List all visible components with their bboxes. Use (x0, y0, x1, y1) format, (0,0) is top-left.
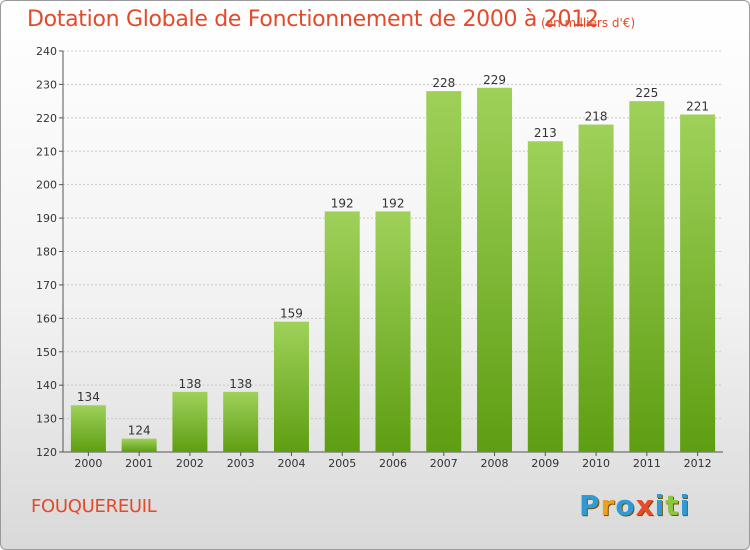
data-label: 138 (178, 377, 201, 391)
x-tick-label: 2004 (277, 457, 305, 470)
y-tick-label: 200 (36, 179, 57, 192)
logo-letter: t (665, 489, 680, 522)
data-label: 138 (229, 377, 252, 391)
logo-letter: o (615, 489, 636, 522)
data-label: 134 (77, 390, 100, 404)
y-tick-label: 140 (36, 379, 57, 392)
y-tick-label: 240 (36, 45, 57, 58)
x-tick-label: 2003 (227, 457, 255, 470)
y-tick-label: 190 (36, 212, 57, 225)
x-tick-label: 2006 (379, 457, 407, 470)
x-tick-label: 2010 (582, 457, 610, 470)
logo-letter: P (579, 489, 601, 522)
bar-chart: 120 130 140 150 160 170 180 190 200 210 220 230 240 2… (36, 45, 723, 470)
y-tick-label: 170 (36, 279, 57, 292)
x-tick-label: 2008 (481, 457, 509, 470)
data-label: 159 (280, 307, 303, 321)
bar (629, 101, 665, 452)
logo-letter: i (679, 489, 691, 522)
unit-note: (en milliers d'€) (541, 16, 636, 30)
chart-title: Dotation Globale de Fonctionnement de 20… (27, 7, 599, 32)
x-tick-label: 2012 (684, 457, 712, 470)
bar (223, 391, 259, 452)
x-tick-label: 2011 (633, 457, 661, 470)
data-label: 192 (331, 196, 354, 210)
data-label: 228 (432, 76, 455, 90)
data-label: 192 (382, 196, 405, 210)
bar (324, 211, 360, 452)
bar (375, 211, 411, 452)
bar (426, 91, 462, 452)
bar (578, 124, 614, 453)
data-label: 229 (483, 73, 506, 87)
y-tick-label: 210 (36, 145, 57, 158)
x-tick-label: 2001 (125, 457, 153, 470)
y-tick-label: 120 (36, 446, 57, 459)
logo-letter: i (654, 489, 666, 522)
bar (680, 114, 716, 452)
bars (70, 87, 716, 453)
data-labels: 134 124 138 138 159 192 192 228 229 213 218 225 221 (77, 73, 709, 438)
bar (477, 87, 513, 452)
x-tick-label: 2002 (176, 457, 204, 470)
bar (121, 438, 157, 452)
y-tick-label: 160 (36, 312, 57, 325)
data-label: 225 (635, 86, 658, 100)
logo-letter: r (600, 489, 616, 522)
x-tick-label: 2009 (531, 457, 559, 470)
logo-letter: x (635, 489, 655, 522)
proxiti-logo: Proxiti (579, 489, 690, 522)
data-label: 213 (534, 126, 557, 140)
y-tick-label: 220 (36, 112, 57, 125)
y-tick-label: 150 (36, 346, 57, 359)
y-tick-label: 130 (36, 413, 57, 426)
y-tick-label: 230 (36, 78, 57, 91)
data-label: 218 (585, 110, 608, 124)
x-tick-label: 2007 (430, 457, 458, 470)
y-tick-label: 180 (36, 246, 57, 259)
bar (172, 391, 208, 452)
data-label: 221 (686, 99, 709, 113)
bar (273, 321, 309, 452)
bar (527, 141, 563, 452)
bar (70, 405, 106, 452)
commune-name: FOUQUEREUIL (31, 496, 157, 517)
x-tick-label: 2000 (74, 457, 102, 470)
data-label: 124 (128, 424, 151, 438)
x-tick-label: 2005 (328, 457, 356, 470)
